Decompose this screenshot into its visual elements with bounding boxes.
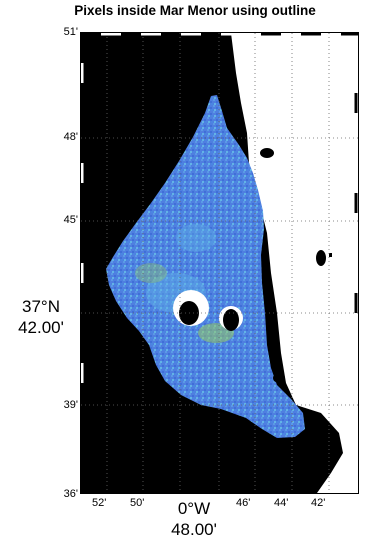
land-blob: [329, 253, 332, 257]
land-blob: [260, 148, 274, 158]
lat-tick: 36': [63, 488, 78, 500]
lat-tick: 48': [63, 131, 78, 143]
island: [223, 309, 239, 331]
lat-center-deg: 37°N: [22, 297, 60, 316]
land-blob: [316, 250, 326, 266]
lon-center-deg: 0°W: [177, 499, 211, 518]
map-title: Pixels inside Mar Menor using outline: [74, 3, 316, 18]
map-canvas: [81, 33, 358, 493]
lon-center-label: 0°W 48.00': [158, 498, 230, 541]
lon-tick: 44': [274, 497, 289, 509]
lon-tick: 50': [130, 497, 145, 509]
lat-tick: 45': [63, 214, 78, 226]
lagoon-patch: [135, 263, 167, 283]
frame-dashes: [261, 33, 358, 313]
lagoon-patch: [176, 224, 216, 252]
lon-tick: 42': [311, 497, 326, 509]
lat-tick: 51': [63, 26, 78, 38]
land-blob: [273, 373, 285, 383]
graticule: [81, 33, 358, 493]
frame-dashes: [81, 33, 241, 383]
sea-area: [231, 33, 358, 493]
lat-center-label: 37°N 42.00': [4, 296, 78, 339]
lat-center-min: 42.00': [18, 318, 64, 338]
lon-center-min: 48.00': [171, 520, 217, 540]
lon-tick: 52': [92, 497, 107, 509]
lat-tick: 39': [63, 399, 78, 411]
lagoon-area: [106, 95, 305, 438]
map-frame: [80, 32, 359, 494]
lon-tick: 46': [236, 497, 251, 509]
